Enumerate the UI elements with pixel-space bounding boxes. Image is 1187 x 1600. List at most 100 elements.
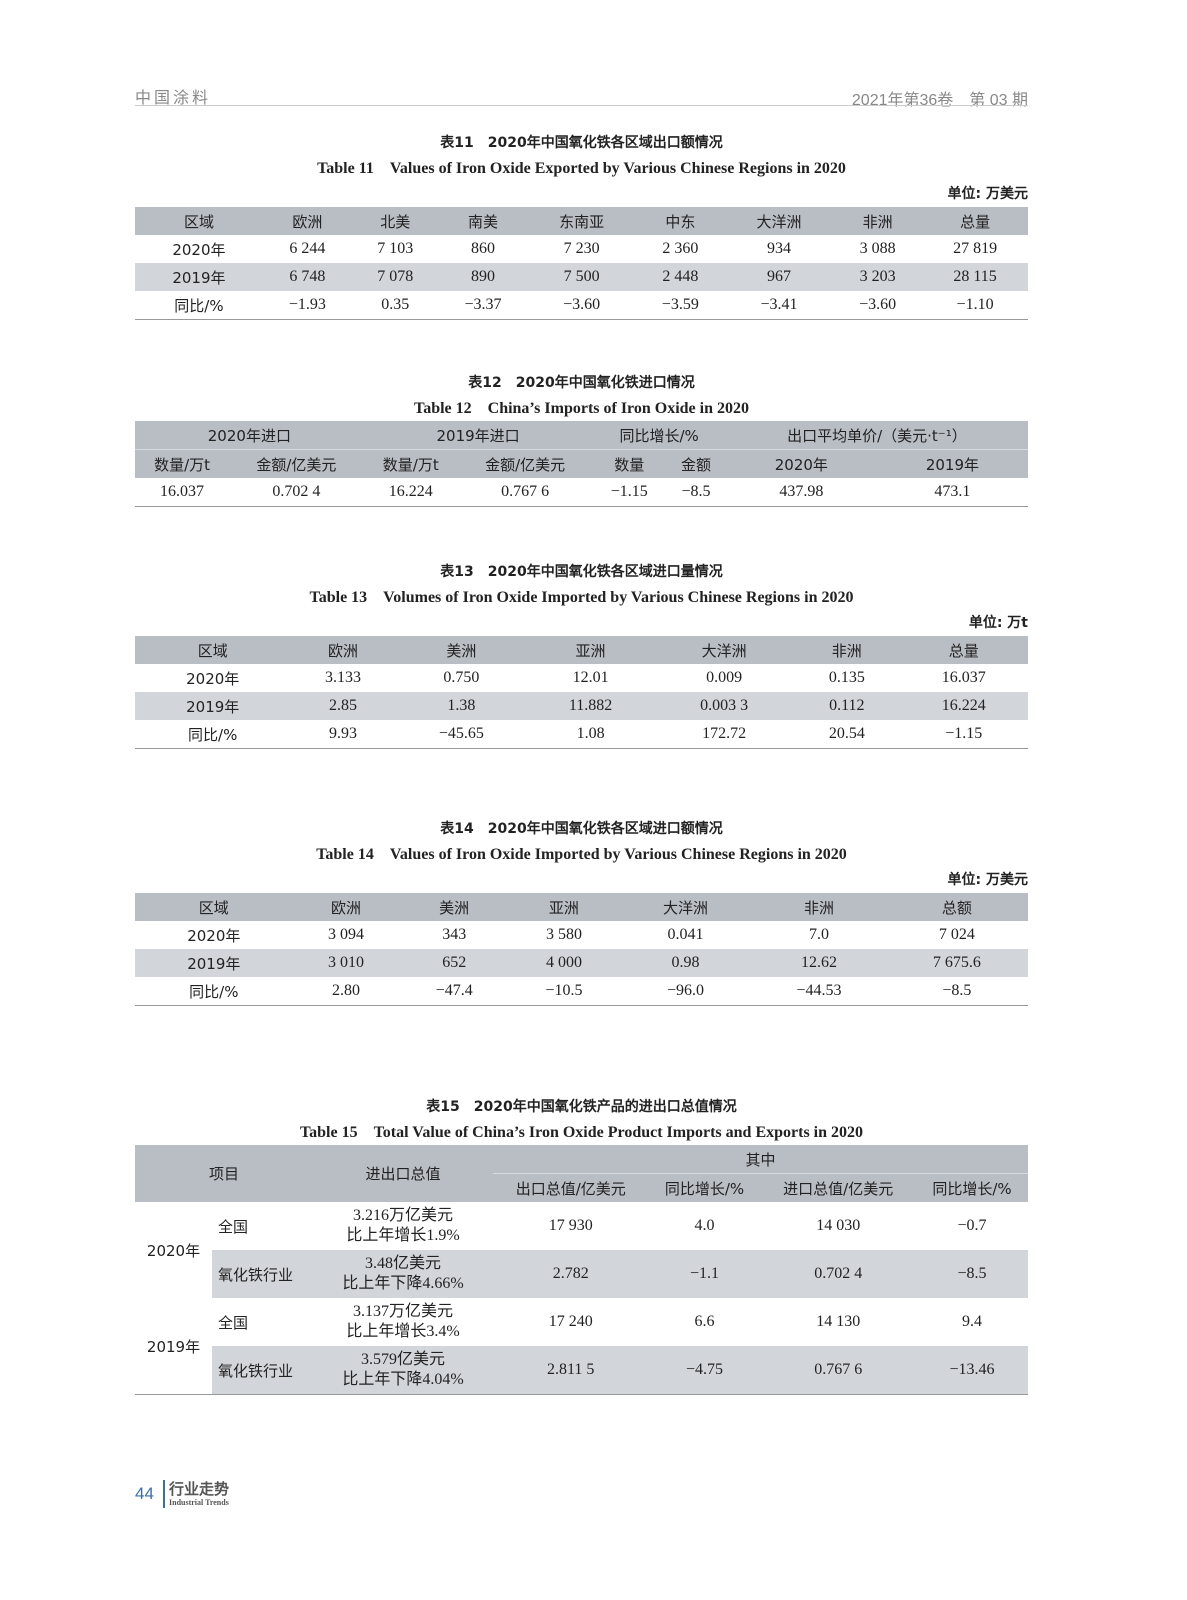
data-table: 区域 欧洲 美洲 亚洲 大洋洲 非洲 总量 2020年 3.133 0.750 12.01 0.009… <box>135 636 1028 749</box>
table-title-cn: 表15 2020年中国氧化铁产品的进出口总值情况 <box>426 1099 737 1115</box>
table-cell: 0.009 <box>706 669 743 686</box>
table-cell: 890 <box>471 268 496 285</box>
table-cell: 0.135 <box>828 669 865 686</box>
table-cell: −44.53 <box>796 982 842 999</box>
header-row: 区域 欧洲 北美 南美 东南亚 中东 大洋洲 非洲 总量 <box>135 207 1028 235</box>
total-amount: 3.216万亿美元 <box>352 1207 453 1224</box>
column-header: 总量 <box>960 212 991 231</box>
table-cell: −0.7 <box>957 1217 987 1234</box>
table-14: 表14 2020年中国氧化铁各区域进口额情况 Table 14 Values o… <box>135 817 1028 1006</box>
column-header: 美洲 <box>446 641 477 660</box>
table-row: 2019年 全国 3.137万亿美元 比上年增长3.4% 17 240 6.6 14 130… <box>135 1298 1028 1395</box>
column-header: 同比增长/% <box>664 1179 745 1198</box>
table-cell: 437.98 <box>779 483 824 500</box>
total-change: 比上年下降4.04% <box>342 1371 464 1388</box>
column-header: 欧洲 <box>292 212 323 231</box>
total-change: 比上年增长3.4% <box>346 1323 460 1340</box>
item-label: 全国 <box>218 1217 249 1236</box>
table-cell: −96.0 <box>667 982 705 999</box>
table-15: 表15 2020年中国氧化铁产品的进出口总值情况 Table 15 Total … <box>135 1095 1028 1395</box>
group-header-row: 2020年进口 2019年进口 同比增长/% 出口平均单价/（美元·t⁻¹） <box>135 421 1028 450</box>
section-name-cn: 行业走势 <box>169 1480 230 1498</box>
table-cell: 0.767 6 <box>501 483 550 500</box>
table-cell: 7.0 <box>808 926 829 943</box>
column-header: 金额/亿美元 <box>256 455 337 474</box>
table-cell: −1.15 <box>945 725 983 742</box>
table-title-en: Table 15 Total Value of China’s Iron Oxi… <box>299 1124 864 1141</box>
column-header: 大洋洲 <box>663 898 709 917</box>
table-cell: 3 203 <box>859 268 896 285</box>
item-label: 氧化铁行业 <box>212 1250 313 1298</box>
table-title-cn: 表14 2020年中国氧化铁各区域进口额情况 <box>440 821 723 837</box>
table-title-cn: 表13 2020年中国氧化铁各区域进口量情况 <box>440 564 723 580</box>
table-cell: −1.15 <box>610 483 648 500</box>
table-cell: 0.98 <box>671 954 700 971</box>
total-value: 3.216万亿美元 比上年增长1.9% <box>313 1202 493 1250</box>
table-cell: 4.0 <box>694 1217 715 1234</box>
column-header: 非洲 <box>862 212 893 231</box>
group-header: 2020年进口 <box>135 421 364 450</box>
header-row: 区域 欧洲 美洲 亚洲 大洋洲 非洲 总额 <box>135 893 1028 921</box>
total-change: 比上年下降4.66% <box>342 1275 464 1292</box>
table-cell: −8.5 <box>915 1250 1028 1298</box>
column-header: 出口总值/亿美元 <box>515 1179 626 1198</box>
column-header: 北美 <box>380 212 411 231</box>
table-cell: 17 930 <box>548 1217 593 1234</box>
row-label: 2020年 <box>172 240 226 259</box>
table-cell: 0.35 <box>381 296 410 313</box>
table-cell: 3 094 <box>327 926 364 943</box>
table-cell: 27 819 <box>953 240 998 257</box>
table-row: 2019年 3 010 652 4 000 0.98 12.62 7 675.6 <box>135 949 1028 977</box>
table-cell: 6 748 <box>289 268 326 285</box>
table-cell: 2.811 5 <box>493 1346 649 1395</box>
table-11: 表11 2020年中国氧化铁各区域出口额情况 Table 11 Values o… <box>135 131 1028 320</box>
table-cell: −3.41 <box>760 296 798 313</box>
table-cell: 12.01 <box>572 669 609 686</box>
group-header: 2019年进口 <box>363 421 593 450</box>
table-cell: 0.702 4 <box>760 1250 916 1298</box>
table-row: 2019年 2.85 1.38 11.882 0.003 3 0.112 16.224 <box>135 692 1028 720</box>
column-header: 2020年 <box>774 455 828 474</box>
table-cell: −3.59 <box>661 296 699 313</box>
item-label: 全国 <box>218 1313 249 1332</box>
table-row: 氧化铁行业 3.48亿美元 比上年下降4.66% 2.782 −1.1 0.702 4 −8… <box>135 1250 1028 1298</box>
column-header: 非洲 <box>803 898 834 917</box>
table-row: 2020年 3.133 0.750 12.01 0.009 0.135 16.037 <box>135 664 1028 692</box>
table-cell: 967 <box>766 268 791 285</box>
column-header: 总量 <box>948 641 979 660</box>
table-cell: −1.1 <box>648 1250 761 1298</box>
table-cell: 6 244 <box>289 240 326 257</box>
column-header: 南美 <box>468 212 499 231</box>
total-amount: 3.48亿美元 <box>364 1255 441 1272</box>
column-header: 非洲 <box>831 641 862 660</box>
table-unit: 单位: 万美元 <box>947 872 1028 888</box>
table-title-en: Table 13 Volumes of Iron Oxide Imported … <box>309 589 854 606</box>
table-cell: 3 010 <box>327 954 364 971</box>
table-title-en: Table 14 Values of Iron Oxide Imported b… <box>316 846 847 863</box>
table-cell: 16.037 <box>160 483 205 500</box>
footer-divider <box>163 1480 165 1508</box>
table-cell: 16.037 <box>941 669 986 686</box>
column-header: 金额 <box>680 455 711 474</box>
page-number: 44 <box>135 1484 154 1503</box>
total-amount: 3.137万亿美元 <box>352 1303 453 1320</box>
table-cell: −47.4 <box>435 982 473 999</box>
table-cell: 12.62 <box>800 954 837 971</box>
table-cell: 3 580 <box>545 926 582 943</box>
table-cell: 2.85 <box>329 697 357 714</box>
table-cell: 7 103 <box>377 240 414 257</box>
column-header: 数量/万t <box>154 455 210 474</box>
table-row: 2020年 3 094 343 3 580 0.041 7.0 7 024 <box>135 921 1028 949</box>
journal-name: 中国涂料 <box>135 88 212 107</box>
data-table: 区域 欧洲 北美 南美 东南亚 中东 大洋洲 非洲 总量 2020年 6 244 7 103 860 7 … <box>135 207 1028 320</box>
table-title-cn: 表12 2020年中国氧化铁进口情况 <box>468 375 695 391</box>
column-header: 金额/亿美元 <box>485 455 566 474</box>
table-cell: 7 024 <box>938 926 975 943</box>
row-label: 2019年 <box>186 697 240 716</box>
table-cell: 172.72 <box>702 725 747 742</box>
table-cell: 28 115 <box>953 268 997 285</box>
header-divider <box>135 105 1028 106</box>
table-cell: −1.10 <box>956 296 994 313</box>
table-cell: 1.08 <box>576 725 605 742</box>
column-header: 东南亚 <box>559 212 605 231</box>
